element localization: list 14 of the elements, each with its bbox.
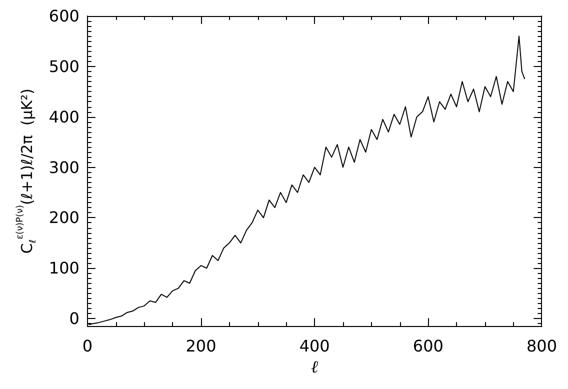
x-axis-title: ℓ — [311, 358, 318, 378]
x-tick-label: 0 — [82, 336, 93, 356]
x-tick-label: 600 — [412, 336, 444, 356]
y-axis-title: Cℓε(ν)P(ν)(ℓ+1)ℓ/2π (μK²) — [16, 88, 38, 254]
y-tick-label: 400 — [48, 107, 80, 126]
y-tick-label: 300 — [48, 158, 80, 177]
y-tick-label: 500 — [48, 56, 80, 76]
y-tick-label: 0 — [69, 309, 80, 328]
x-tick-label: 800 — [526, 336, 558, 356]
x-tick-label: 400 — [299, 336, 330, 356]
y-tick-label: 100 — [48, 258, 80, 278]
x-tick-label: 200 — [186, 336, 216, 356]
y-tick-label: 200 — [48, 208, 80, 228]
y-tick-label: 600 — [48, 6, 80, 26]
